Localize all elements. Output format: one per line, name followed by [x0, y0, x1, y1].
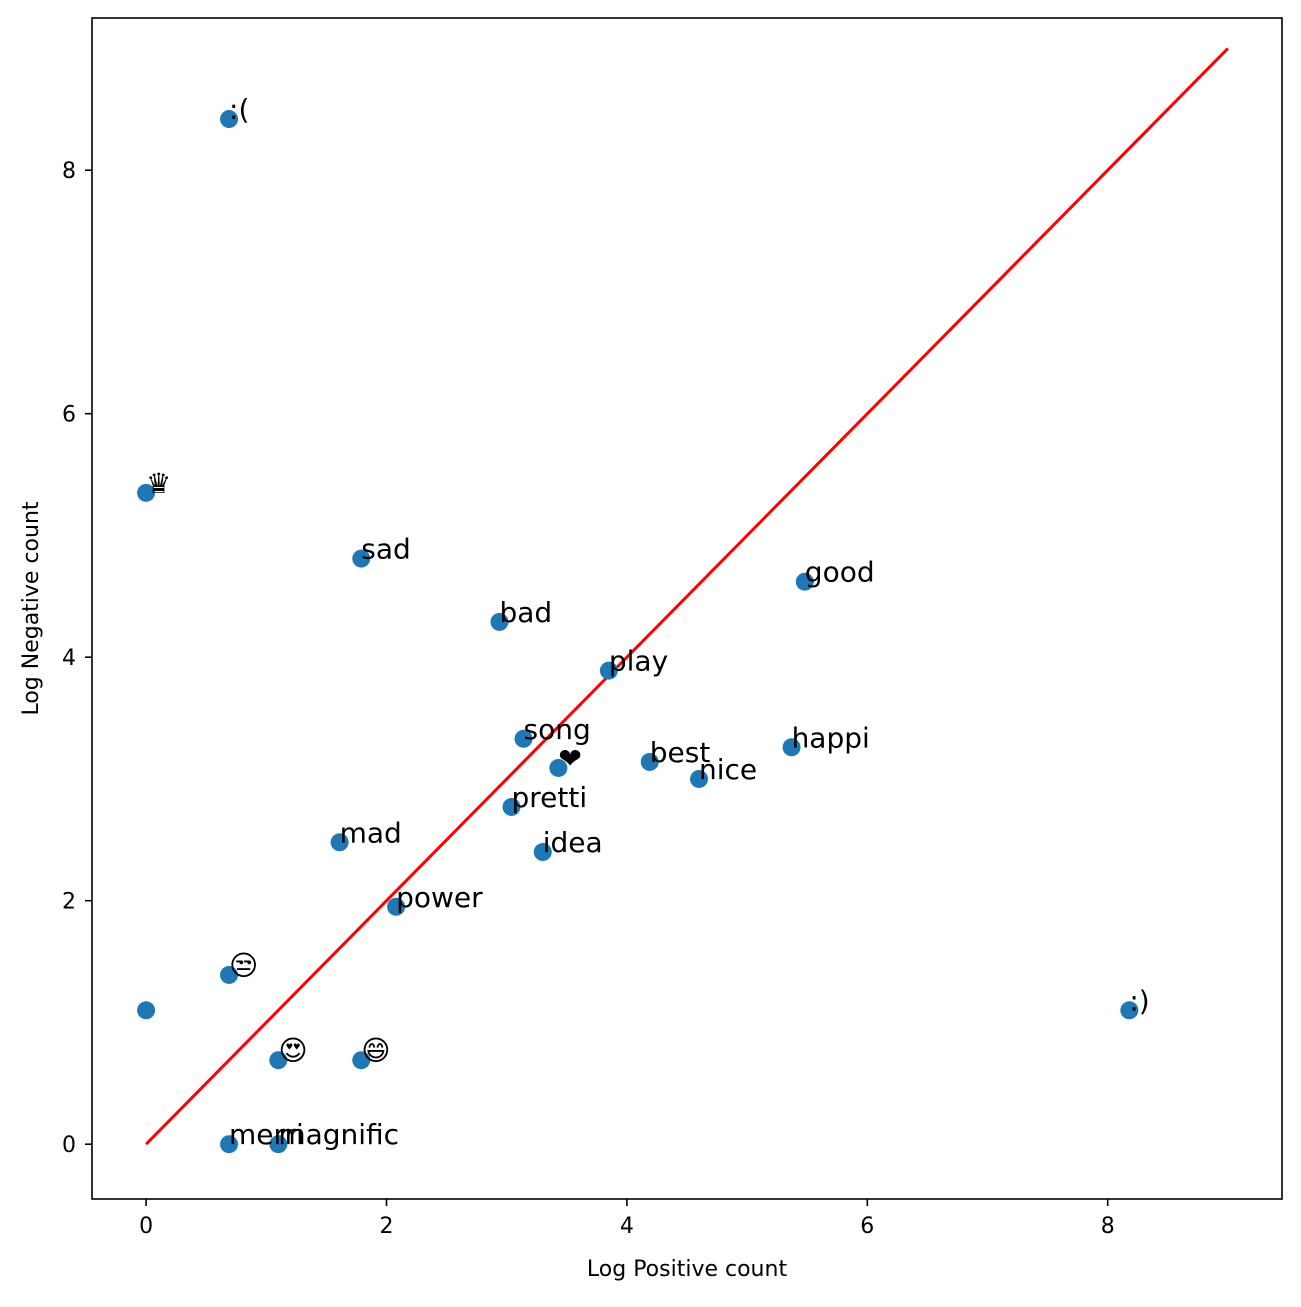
scatter-point	[533, 843, 552, 862]
point-label: song	[524, 713, 591, 746]
point-label: power	[396, 881, 483, 914]
scatter-point	[352, 549, 371, 568]
x-tick-label: 0	[139, 1214, 153, 1239]
scatter-point	[330, 833, 349, 852]
point-label: mad	[340, 816, 402, 849]
x-tick-label: 4	[620, 1214, 634, 1239]
scatter-point	[502, 797, 521, 816]
scatter-point	[782, 738, 801, 757]
point-label: 😍	[278, 1034, 307, 1067]
y-axis-label: Log Negative count	[19, 501, 44, 715]
point-label: nice	[699, 753, 757, 786]
point-label: ❤	[558, 742, 581, 775]
scatter-point	[220, 1135, 239, 1154]
scatter-point	[690, 769, 709, 788]
x-tick-label: 6	[860, 1214, 874, 1239]
x-tick-label: 2	[379, 1214, 393, 1239]
reference-line-layer	[145, 47, 1229, 1146]
point-label: bad	[499, 596, 552, 629]
point-label: play	[609, 645, 668, 678]
scatter-point	[137, 483, 156, 502]
point-label: merri	[229, 1118, 304, 1151]
point-label: happi	[792, 721, 870, 754]
y-tick-label: 2	[62, 890, 76, 915]
point-label: ♛	[146, 467, 171, 500]
x-tick-label: 8	[1101, 1214, 1115, 1239]
y-tick-label: 0	[62, 1133, 76, 1158]
plot-frame	[91, 17, 1283, 1200]
scatter-point	[387, 897, 406, 916]
points-layer	[137, 110, 1139, 1154]
x-axis-label: Log Positive count	[587, 1257, 788, 1282]
point-label: :(	[229, 93, 249, 126]
scatter-point	[220, 110, 239, 129]
scatter-point	[269, 1051, 288, 1070]
point-label: good	[805, 556, 875, 589]
point-label: 😄	[361, 1034, 390, 1067]
scatter-point	[352, 1051, 371, 1070]
scatter-point	[137, 1001, 156, 1020]
scatter-point	[490, 612, 509, 631]
scatter-point	[514, 729, 533, 748]
scatter-point	[549, 758, 568, 777]
point-label: magnific	[278, 1118, 399, 1151]
y-tick-label: 6	[62, 403, 76, 428]
scatter-point	[220, 965, 239, 984]
scatter-point	[640, 752, 659, 771]
point-label: 😒	[229, 949, 258, 982]
scatter-point	[795, 572, 814, 591]
point-label: best	[650, 736, 711, 769]
scatter-point	[599, 661, 618, 680]
point-label: idea	[543, 826, 603, 859]
scatter-point	[269, 1135, 288, 1154]
reference-line	[145, 47, 1229, 1146]
point-label: pretti	[512, 781, 588, 814]
scatter-point	[1120, 1001, 1139, 1020]
y-tick-label: 4	[62, 646, 76, 671]
y-tick-label: 8	[62, 159, 76, 184]
ticks-layer: 0 2 4 6 8 0 2 4 6 8	[62, 159, 1115, 1239]
point-label: sad	[361, 533, 411, 566]
point-label: :)	[1129, 984, 1149, 1017]
